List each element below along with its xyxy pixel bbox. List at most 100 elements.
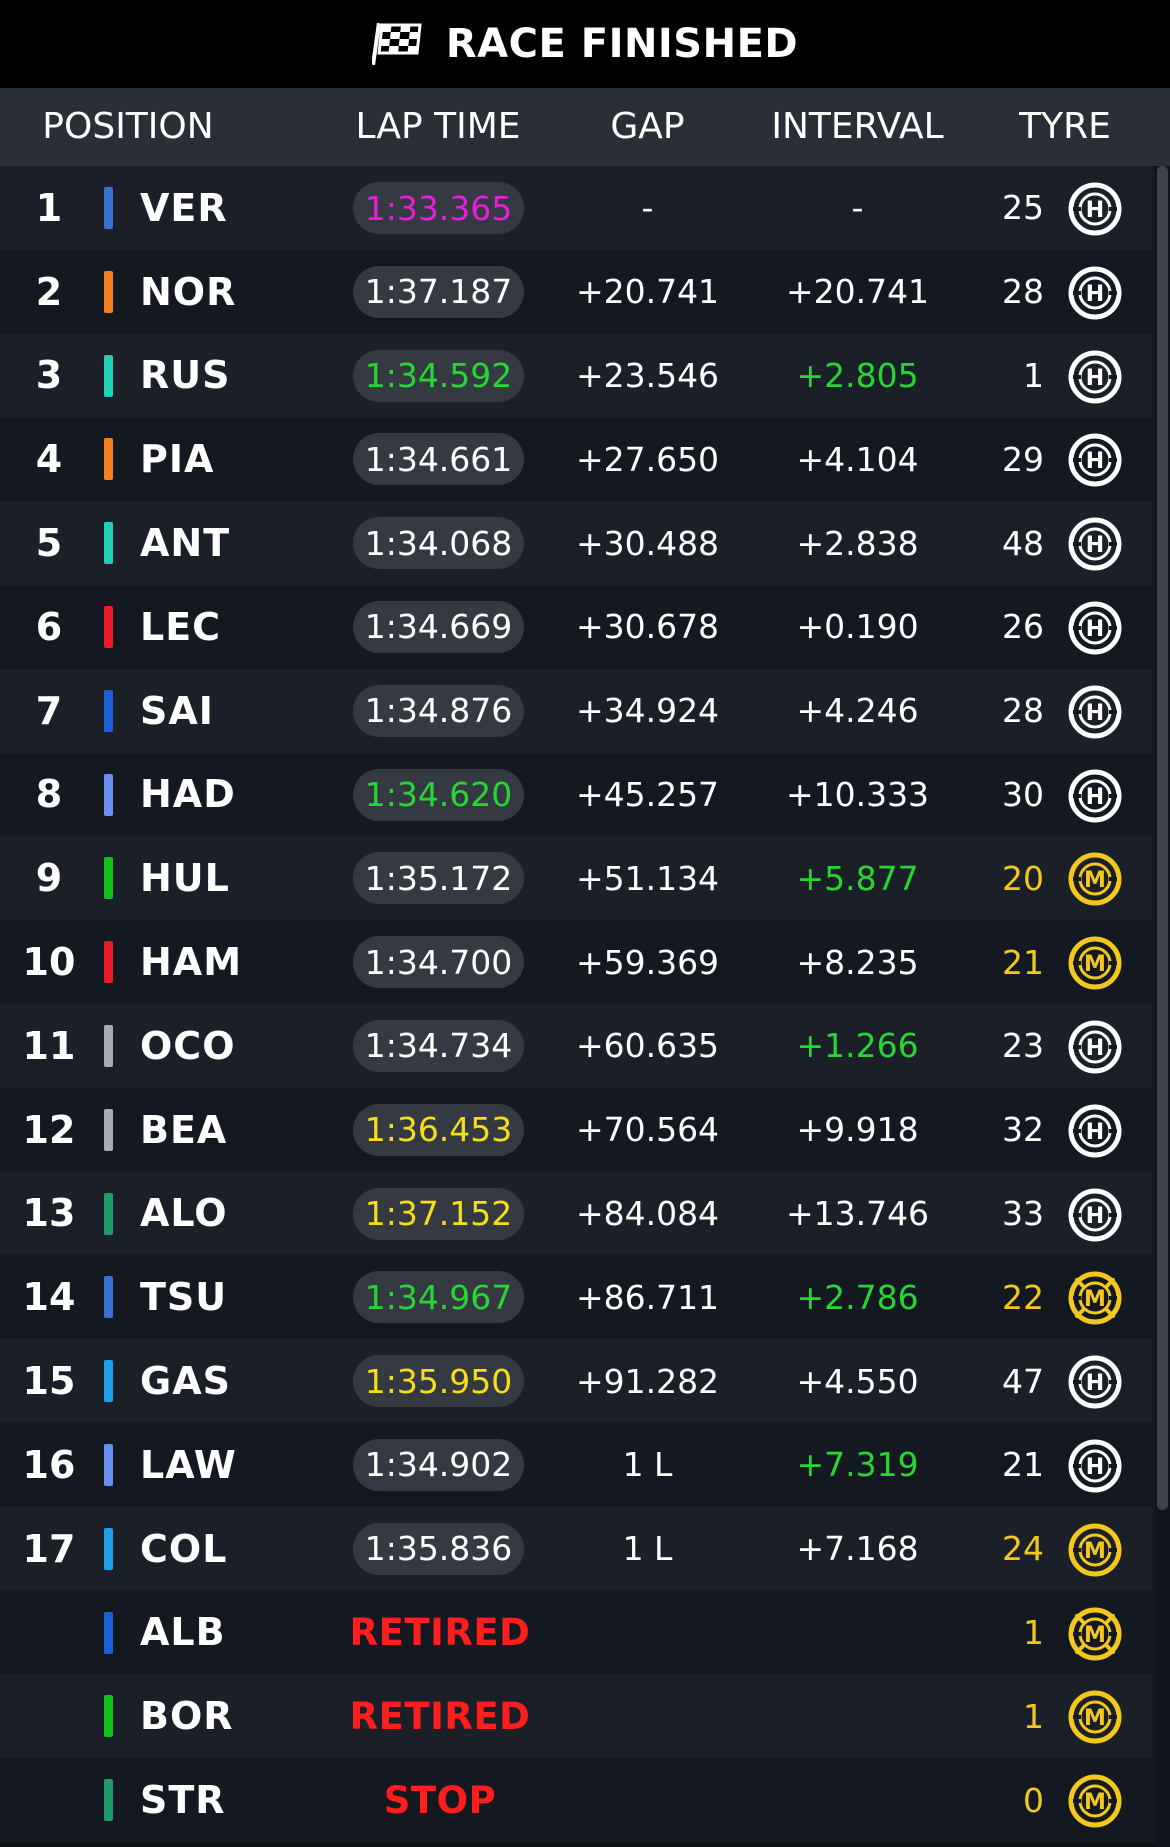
hard-tyre-icon: H <box>1068 266 1122 320</box>
driver-code: HAD <box>140 772 236 817</box>
standings-row[interactable]: 7 SAI 1:34.876 +34.924 +4.246 28 H <box>0 668 1152 753</box>
tyre-laps: 48 <box>1002 523 1044 563</box>
tyre-laps: 29 <box>1002 439 1044 479</box>
tyre-compound-letter: H <box>1086 533 1104 558</box>
medium-tyre-icon: M <box>1068 1690 1122 1744</box>
lap-time: 1:34.661 <box>353 433 524 486</box>
gap-to-leader: 1 L <box>622 1445 673 1485</box>
tyre-compound-letter: H <box>1086 617 1104 642</box>
driver-position <box>0 1674 98 1758</box>
standings-row[interactable]: 8 HAD 1:34.620 +45.257 +10.333 30 H <box>0 752 1152 837</box>
team-color-bar <box>104 354 113 397</box>
driver-code: LEC <box>140 604 222 649</box>
interval: +9.918 <box>796 1110 919 1150</box>
race-status-title: RACE FINISHED <box>445 21 799 67</box>
tyre-compound-letter: H <box>1086 1036 1104 1061</box>
column-header-position[interactable]: POSITION <box>42 106 214 147</box>
standings-row[interactable]: 14 TSU 1:34.967 +86.711 +2.786 22 M <box>0 1255 1152 1340</box>
hard-tyre-icon: H <box>1068 1355 1122 1409</box>
interval: +7.168 <box>796 1529 919 1569</box>
standings-row[interactable]: 9 HUL 1:35.172 +51.134 +5.877 20 M <box>0 836 1152 921</box>
driver-position: 10 <box>22 940 76 985</box>
tyre-compound-letter: H <box>1086 1120 1104 1145</box>
driver-position: 1 <box>35 185 63 230</box>
driver-position <box>0 1591 98 1675</box>
column-header-interval[interactable]: INTERVAL <box>771 106 944 147</box>
standings-row[interactable]: 13 ALO 1:37.152 +84.084 +13.746 33 H <box>0 1171 1152 1256</box>
standings-row[interactable]: ALB RETIRED 1 M <box>0 1590 1152 1675</box>
driver-code: NOR <box>140 269 237 314</box>
tyre-laps: 1 <box>1023 1696 1044 1736</box>
gap-to-leader: +30.678 <box>575 607 720 647</box>
scrollbar-thumb[interactable] <box>1157 166 1168 1510</box>
driver-position: 3 <box>35 353 63 398</box>
driver-position: 9 <box>35 856 63 901</box>
team-color-bar <box>104 1276 113 1319</box>
medium-tyre-icon: M <box>1068 936 1122 990</box>
lap-time: 1:34.734 <box>353 1019 524 1072</box>
team-color-bar <box>104 1108 113 1151</box>
standings-row[interactable]: 4 PIA 1:34.661 +27.650 +4.104 29 H <box>0 417 1152 502</box>
driver-code: ALO <box>140 1191 228 1236</box>
tyre-compound-letter: H <box>1086 701 1104 726</box>
standings-row[interactable]: 10 HAM 1:34.700 +59.369 +8.235 21 M <box>0 920 1152 1004</box>
standings-row[interactable]: 16 LAW 1:34.902 1 L +7.319 21 H <box>0 1422 1152 1507</box>
gap-to-leader: +23.546 <box>575 355 720 395</box>
tyre-compound-letter: M <box>1084 952 1106 977</box>
standings-row[interactable]: 17 COL 1:35.836 1 L +7.168 24 M <box>0 1506 1152 1591</box>
gap-to-leader <box>565 1758 730 1842</box>
team-color-bar <box>104 1527 113 1570</box>
driver-position: 4 <box>35 437 63 482</box>
gap-to-leader: +34.924 <box>575 691 720 731</box>
standings-row[interactable]: BOR RETIRED 1 M <box>0 1674 1152 1759</box>
interval: +1.266 <box>796 1026 919 1066</box>
tyre-laps: 26 <box>1002 607 1044 647</box>
tyre-laps: 32 <box>1002 1110 1044 1150</box>
driver-code: LAW <box>140 1442 237 1487</box>
driver-position: 8 <box>35 772 63 817</box>
team-color-bar <box>104 1695 113 1738</box>
tyre-laps: 24 <box>1002 1529 1044 1569</box>
standings-row[interactable]: 11 OCO 1:34.734 +60.635 +1.266 23 H <box>0 1003 1152 1088</box>
column-header-tyre[interactable]: TYRE <box>1019 106 1111 147</box>
driver-position: 5 <box>35 521 63 566</box>
tyre-laps: 23 <box>1002 1026 1044 1066</box>
standings-row[interactable]: 2 NOR 1:37.187 +20.741 +20.741 28 H <box>0 249 1152 334</box>
gap-to-leader: 1 L <box>622 1529 673 1569</box>
interval: +2.786 <box>796 1277 919 1317</box>
standings-row[interactable]: 6 LEC 1:34.669 +30.678 +0.190 26 H <box>0 584 1152 669</box>
interval: +2.838 <box>796 523 919 563</box>
lap-time: 1:35.172 <box>353 852 524 905</box>
driver-position: 13 <box>22 1191 76 1236</box>
standings-row[interactable]: 15 GAS 1:35.950 +91.282 +4.550 47 H <box>0 1339 1152 1423</box>
column-header-lap-time[interactable]: LAP TIME <box>355 106 521 147</box>
standings-row[interactable]: 5 ANT 1:34.068 +30.488 +2.838 48 H <box>0 501 1152 585</box>
column-header-gap[interactable]: GAP <box>610 106 685 147</box>
standings-row[interactable]: 1 VER 1:33.365 - - 25 H <box>0 166 1152 250</box>
driver-position: 11 <box>22 1023 76 1068</box>
gap-to-leader: +51.134 <box>575 858 720 898</box>
team-color-bar <box>104 1192 113 1235</box>
gap-to-leader: +59.369 <box>575 942 720 982</box>
driver-position: 15 <box>22 1359 76 1404</box>
standings-row[interactable]: STR STOP 0 M <box>0 1758 1152 1842</box>
standings-row[interactable]: 12 BEA 1:36.453 +70.564 +9.918 32 H <box>0 1087 1152 1172</box>
lap-time: 1:34.876 <box>353 684 524 737</box>
driver-position: 12 <box>22 1107 76 1152</box>
tyre-compound-letter: H <box>1086 1455 1104 1480</box>
standings-row[interactable]: 3 RUS 1:34.592 +23.546 +2.805 1 H <box>0 333 1152 418</box>
lap-time: 1:36.453 <box>353 1103 524 1156</box>
tyre-laps: 47 <box>1002 1361 1044 1401</box>
team-color-bar <box>104 438 113 481</box>
interval: +5.877 <box>796 858 919 898</box>
tyre-laps: 22 <box>1002 1277 1044 1317</box>
team-color-bar <box>104 187 113 229</box>
tyre-laps: 25 <box>1002 188 1044 228</box>
lap-time: 1:35.836 <box>353 1522 524 1575</box>
gap-to-leader: - <box>641 188 654 228</box>
tyre-laps: 21 <box>1002 1445 1044 1485</box>
driver-code: SAI <box>140 688 214 733</box>
driver-code: PIA <box>140 437 215 482</box>
hard-tyre-icon: H <box>1068 1020 1122 1074</box>
hard-tyre-icon: H <box>1068 1104 1122 1158</box>
